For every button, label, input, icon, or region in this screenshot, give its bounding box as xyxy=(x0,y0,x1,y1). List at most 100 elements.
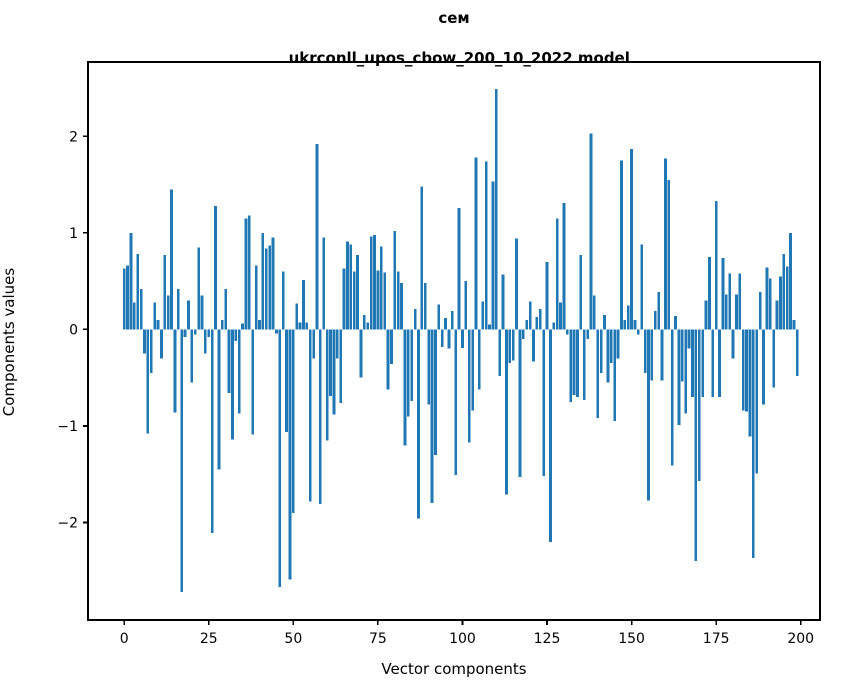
bar xyxy=(227,329,231,394)
bar xyxy=(197,247,200,330)
bar xyxy=(562,202,566,330)
bar xyxy=(173,329,177,413)
bar xyxy=(278,329,282,588)
bar xyxy=(795,329,799,376)
bar xyxy=(657,291,661,330)
bar xyxy=(444,317,447,330)
bar xyxy=(670,329,674,466)
bar xyxy=(190,329,194,383)
bar xyxy=(342,268,346,330)
bar xyxy=(586,329,589,340)
bar xyxy=(488,324,491,330)
bar xyxy=(126,265,129,330)
bar xyxy=(315,144,319,330)
bar xyxy=(538,309,542,330)
bar xyxy=(589,133,593,330)
bar xyxy=(335,329,339,359)
bar xyxy=(204,329,207,354)
bar xyxy=(741,329,745,411)
bar xyxy=(366,322,370,330)
bar xyxy=(525,319,529,330)
bar xyxy=(569,329,573,402)
bar xyxy=(261,232,265,330)
bar xyxy=(220,319,224,330)
bar xyxy=(183,329,187,338)
bar xyxy=(251,329,255,435)
bar xyxy=(231,329,234,440)
bar xyxy=(369,236,373,330)
bar xyxy=(180,329,184,593)
bar xyxy=(146,329,150,434)
bar xyxy=(630,148,633,330)
bar xyxy=(609,329,613,364)
bar xyxy=(332,329,336,415)
bar xyxy=(166,295,170,330)
bar xyxy=(464,281,468,330)
bar xyxy=(302,280,305,330)
bar xyxy=(329,329,332,397)
bar xyxy=(549,329,552,542)
bar xyxy=(650,329,654,381)
bar xyxy=(210,329,214,534)
bar xyxy=(768,278,772,330)
x-tick-label: 0 xyxy=(120,631,129,647)
bar xyxy=(288,329,292,580)
y-tick-label: 0 xyxy=(69,322,78,338)
bar xyxy=(724,294,728,330)
bar xyxy=(356,255,359,330)
bar xyxy=(664,158,667,330)
bar xyxy=(484,161,488,330)
bar xyxy=(721,257,725,330)
plot-border xyxy=(87,61,821,621)
x-tick-label: 175 xyxy=(703,631,730,647)
bar xyxy=(711,329,715,397)
bar xyxy=(308,329,312,502)
bar xyxy=(701,329,704,397)
bar xyxy=(603,314,606,330)
bar xyxy=(417,329,420,519)
bar xyxy=(792,319,796,330)
y-tick-label: −2 xyxy=(57,515,78,531)
bar xyxy=(325,329,329,441)
bar xyxy=(613,329,617,422)
bar xyxy=(694,329,698,562)
bar xyxy=(149,329,153,373)
bar xyxy=(241,323,244,330)
bar xyxy=(383,272,387,330)
bar xyxy=(207,329,211,338)
bar xyxy=(704,300,708,330)
bar xyxy=(643,329,647,373)
bar xyxy=(271,237,275,330)
bar xyxy=(143,329,146,354)
bar xyxy=(714,201,718,330)
bar xyxy=(406,329,410,417)
bar xyxy=(677,329,681,425)
bar xyxy=(626,305,630,330)
bar xyxy=(413,309,417,330)
bar xyxy=(403,329,407,446)
bar xyxy=(139,288,143,330)
bar xyxy=(170,189,173,330)
bar xyxy=(268,245,271,330)
bar xyxy=(264,248,268,330)
bar xyxy=(599,329,603,373)
bar xyxy=(718,329,721,397)
bar xyxy=(258,319,261,330)
bar xyxy=(758,291,762,330)
bar xyxy=(434,329,437,455)
bar xyxy=(785,266,789,330)
bar xyxy=(596,329,600,419)
bar xyxy=(319,329,322,505)
bar xyxy=(748,329,752,437)
bar xyxy=(349,244,353,330)
bar xyxy=(779,276,782,330)
bar xyxy=(471,329,474,411)
x-tick-label: 125 xyxy=(534,631,561,647)
bar xyxy=(400,283,403,330)
x-tick-label: 200 xyxy=(787,631,814,647)
bar xyxy=(160,329,163,359)
bar xyxy=(731,329,735,359)
x-tick-label: 50 xyxy=(284,631,302,647)
